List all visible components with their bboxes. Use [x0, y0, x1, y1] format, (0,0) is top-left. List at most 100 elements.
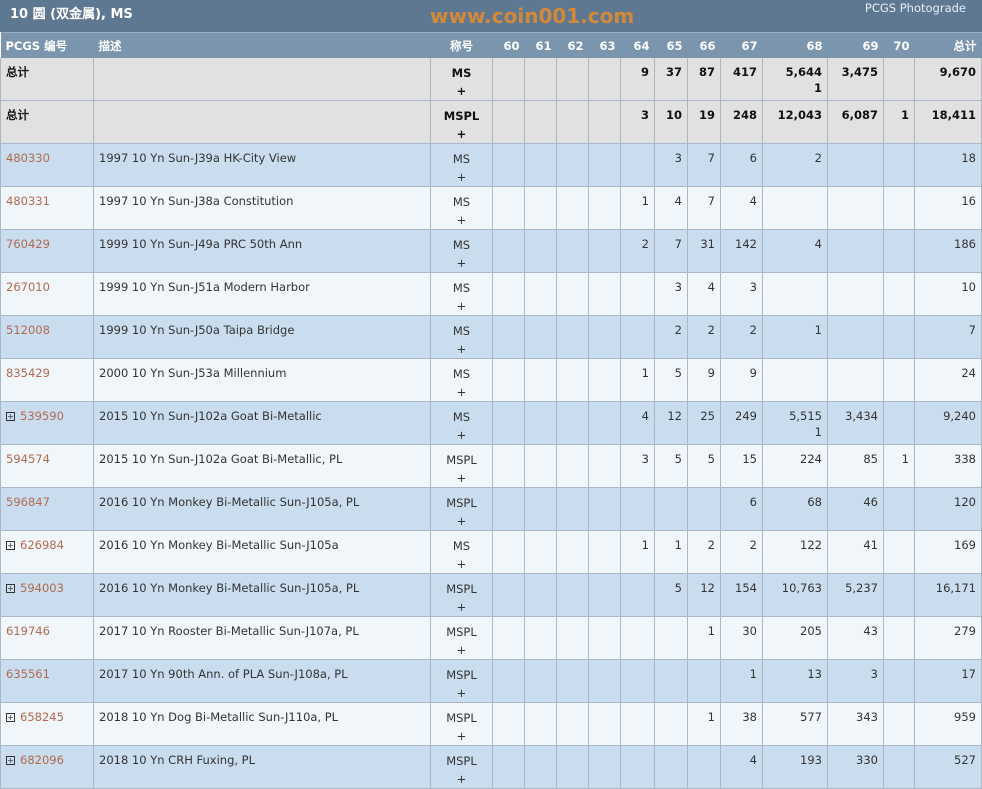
- pcgs-number-link[interactable]: 512008: [6, 323, 50, 337]
- grade-count-cell: [524, 315, 557, 359]
- column-header: 70: [883, 32, 915, 58]
- grade-count-cell: [524, 616, 557, 660]
- grade-count-cell: [762, 358, 828, 402]
- grade-count-cell: [524, 401, 557, 445]
- column-header: 66: [687, 32, 721, 58]
- grade-count-cell: [883, 186, 915, 230]
- grade-count-cell: [588, 616, 621, 660]
- total-cell: 24: [914, 358, 982, 402]
- grade-count-cell: [492, 143, 525, 187]
- grade-count-cell: [883, 702, 915, 746]
- grade-count-cell: [620, 616, 655, 660]
- description-cell: [93, 100, 431, 144]
- column-header: 67: [720, 32, 763, 58]
- pcgs-number-link[interactable]: 760429: [6, 237, 50, 251]
- grade-count-cell: 2: [687, 315, 721, 359]
- grade-count-cell: [620, 315, 655, 359]
- description-cell: 1999 10 Yn Sun-J50a Taipa Bridge: [93, 315, 431, 359]
- grade-count-cell: [654, 659, 688, 703]
- grade-count-cell: 3: [620, 100, 655, 144]
- pcgs-number-link[interactable]: 594574: [6, 452, 50, 466]
- description-cell: 2018 10 Yn Dog Bi-Metallic Sun-J110a, PL: [93, 702, 431, 746]
- grade-count-cell: [492, 702, 525, 746]
- designation-cell: MSPL +: [430, 745, 493, 789]
- expand-icon[interactable]: +: [6, 541, 15, 550]
- table-row: 635561 2017 10 Yn 90th Ann. of PLA Sun-J1…: [0, 659, 982, 703]
- grade-count-cell: [883, 401, 915, 445]
- grade-count-cell: [524, 487, 557, 531]
- grade-count-cell: [827, 143, 884, 187]
- designation-cell: MSPL +: [430, 659, 493, 703]
- designation-cell: MS +: [430, 272, 493, 316]
- grade-count-cell: [524, 530, 557, 574]
- grade-count-cell: [883, 143, 915, 187]
- grade-count-cell: 10,763: [762, 573, 828, 617]
- grade-count-cell: 12: [687, 573, 721, 617]
- grade-count-cell: 5,515 1: [762, 401, 828, 445]
- grade-count-cell: [492, 444, 525, 488]
- description-cell: 2017 10 Yn Rooster Bi-Metallic Sun-J107a…: [93, 616, 431, 660]
- grade-count-cell: 15: [720, 444, 763, 488]
- grade-count-cell: [556, 530, 589, 574]
- grade-count-cell: [556, 745, 589, 789]
- pcgs-number-link[interactable]: 626984: [20, 538, 64, 552]
- grade-count-cell: [588, 272, 621, 316]
- expand-icon[interactable]: +: [6, 713, 15, 722]
- grade-count-cell: [556, 358, 589, 402]
- pcgs-number-link[interactable]: 594003: [20, 581, 64, 595]
- grade-count-cell: 3,475: [827, 58, 884, 101]
- grade-count-cell: 1: [654, 530, 688, 574]
- pcgs-number-link[interactable]: 658245: [20, 710, 64, 724]
- pcgs-number-cell: +539590: [0, 401, 94, 445]
- pcgs-number-link[interactable]: 635561: [6, 667, 50, 681]
- expand-icon[interactable]: +: [6, 756, 15, 765]
- designation-cell: MS +: [430, 358, 493, 402]
- grade-count-cell: 87: [687, 58, 721, 101]
- description-cell: 2018 10 Yn CRH Fuxing, PL: [93, 745, 431, 789]
- grade-count-cell: [492, 315, 525, 359]
- grade-count-cell: [588, 702, 621, 746]
- grade-count-cell: 4: [762, 229, 828, 273]
- table-row: +539590 2015 10 Yn Sun-J102a Goat Bi-Meta…: [0, 401, 982, 445]
- grade-count-cell: [883, 487, 915, 531]
- header-row: PCGS 编号 描述 称号 60 61 62 63 64 65 66 67 68 69 70 总计: [0, 32, 982, 58]
- grade-count-cell: 577: [762, 702, 828, 746]
- pcgs-number-link[interactable]: 682096: [20, 753, 64, 767]
- grade-count-cell: 31: [687, 229, 721, 273]
- photograde-link[interactable]: PCGS Photograde: [864, 1, 966, 15]
- total-cell: 16,171: [914, 573, 982, 617]
- grade-count-cell: 2: [620, 229, 655, 273]
- expand-icon[interactable]: +: [6, 412, 15, 421]
- grade-count-cell: [827, 186, 884, 230]
- grade-count-cell: [556, 143, 589, 187]
- grade-count-cell: [524, 186, 557, 230]
- grade-count-cell: [762, 272, 828, 316]
- total-cell: 9,240: [914, 401, 982, 445]
- grade-count-cell: [492, 745, 525, 789]
- pcgs-number-link[interactable]: 539590: [20, 409, 64, 423]
- grade-count-cell: [620, 702, 655, 746]
- grade-count-cell: [588, 487, 621, 531]
- grade-count-cell: [524, 58, 557, 101]
- pcgs-number-link[interactable]: 480331: [6, 194, 50, 208]
- total-cell: 10: [914, 272, 982, 316]
- pcgs-number-link[interactable]: 835429: [6, 366, 50, 380]
- grade-count-cell: 6,087: [827, 100, 884, 144]
- pcgs-number-link[interactable]: 267010: [6, 280, 50, 294]
- expand-icon[interactable]: +: [6, 584, 15, 593]
- pcgs-number-link[interactable]: 619746: [6, 624, 50, 638]
- grade-count-cell: 205: [762, 616, 828, 660]
- total-cell: 18,411: [914, 100, 982, 144]
- designation-cell: MS +: [430, 401, 493, 445]
- description-cell: 2016 10 Yn Monkey Bi-Metallic Sun-J105a: [93, 530, 431, 574]
- grade-count-cell: [588, 745, 621, 789]
- pcgs-number-cell: 512008: [0, 315, 94, 359]
- grade-count-cell: [588, 358, 621, 402]
- pcgs-number-link[interactable]: 480330: [6, 151, 50, 165]
- pcgs-number-link[interactable]: 596847: [6, 495, 50, 509]
- grade-count-cell: 2: [687, 530, 721, 574]
- total-cell: 527: [914, 745, 982, 789]
- grade-count-cell: [524, 745, 557, 789]
- grade-count-cell: 4: [720, 186, 763, 230]
- grade-count-cell: 1: [620, 358, 655, 402]
